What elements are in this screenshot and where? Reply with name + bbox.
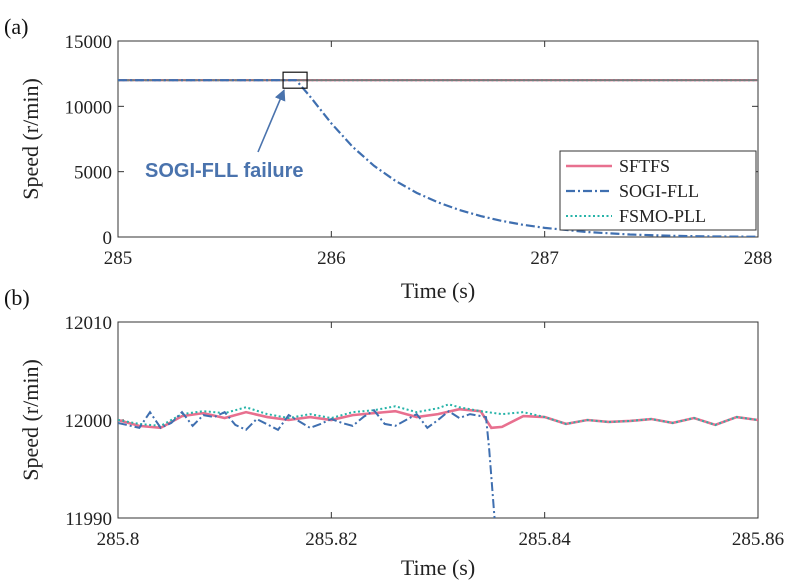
x-tick-label: 286: [317, 248, 346, 269]
x-tick-label: 285.82: [305, 529, 357, 550]
panel-a-label: (a): [4, 14, 28, 39]
y-tick-label: 0: [103, 228, 113, 249]
panel-b-y-axis-label: Speed (r/min): [18, 359, 43, 481]
panel-b-ticks: 285.8 285.82 285.84 285.86 11990 12000 12010: [65, 313, 785, 550]
series-fsmo-pll-line: [118, 403, 758, 427]
panel-b: (b) 285.8 285.82 285.84 285.86 11990 12000 120…: [4, 285, 784, 580]
y-tick-label: 12010: [65, 313, 113, 334]
series-sogi-fll-line: [118, 408, 496, 518]
x-tick-label: 285: [104, 248, 133, 269]
failure-zoom-box: [282, 71, 308, 89]
legend-label-sftfs: SFTFS: [619, 156, 670, 176]
panel-a-x-axis-label: Time (s): [401, 278, 475, 303]
x-tick-label: 285.8: [97, 529, 140, 550]
x-tick-label: 287: [530, 248, 559, 269]
legend-label-fsmo-pll: FSMO-PLL: [619, 206, 706, 226]
legend-box: [559, 150, 757, 231]
y-tick-label: 11990: [65, 509, 112, 530]
x-tick-label: 285.84: [519, 529, 572, 550]
x-tick-label: 288: [744, 248, 773, 269]
series-sogi-fll-line: [118, 79, 758, 237]
panel-a-y-axis-label: Speed (r/min): [18, 78, 43, 200]
panel-b-series: [118, 403, 758, 518]
failure-annotation: SOGI-FLL failure: [145, 160, 304, 182]
legend-label-sogi-fll: SOGI-FLL: [619, 181, 699, 201]
y-tick-label: 5000: [74, 163, 112, 184]
panel-a-series: [118, 79, 758, 237]
x-tick-label: 285.86: [732, 529, 784, 550]
panel-a-plot-frame: [117, 40, 759, 238]
panel-b-x-axis-label: Time (s): [401, 555, 475, 580]
y-tick-label: 12000: [65, 411, 113, 432]
panel-a-ticks: 285 286 287 288 0 5000 10000 15000: [65, 32, 773, 269]
y-tick-label: 15000: [65, 32, 113, 53]
failure-arrow: [257, 89, 286, 153]
panel-b-label: (b): [4, 285, 30, 310]
y-tick-label: 10000: [65, 97, 113, 118]
legend: SFTFS SOGI-FLL FSMO-PLL: [559, 150, 757, 231]
panel-a: (a) 285 286 287 288 0 5000 10000 15000 SOGI-FLL…: [4, 14, 772, 303]
